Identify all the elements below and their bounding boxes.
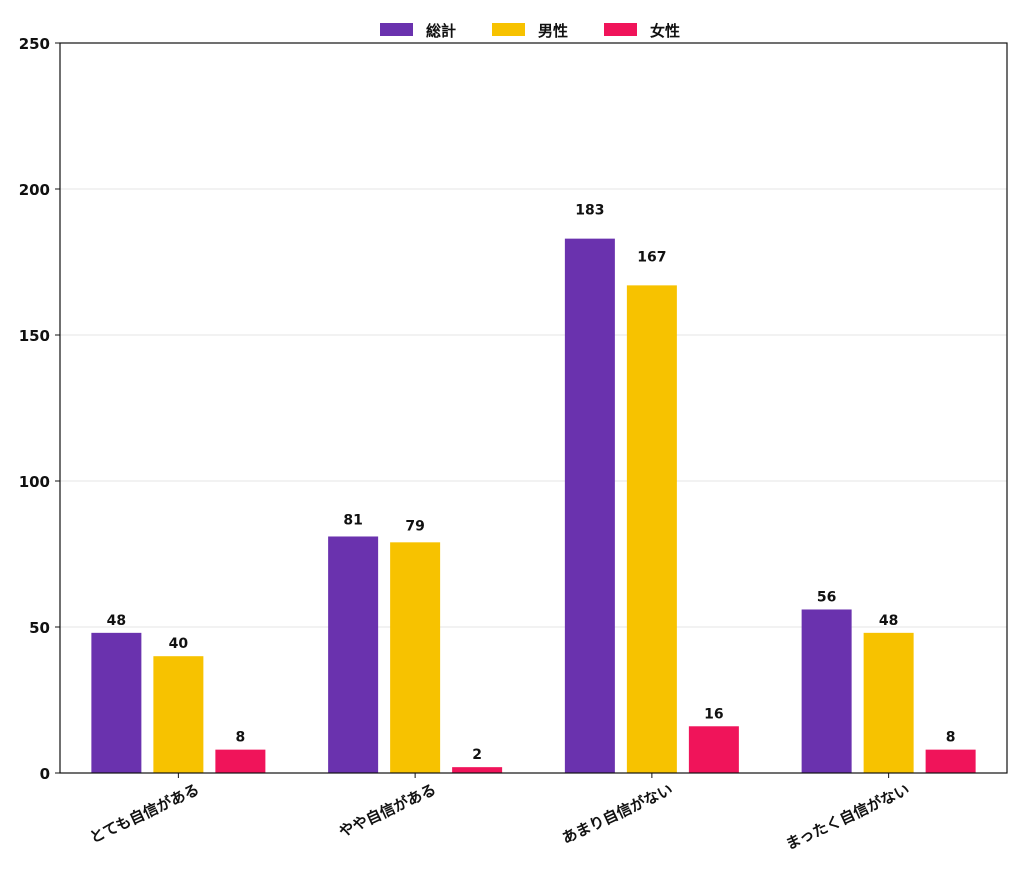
bar-2-2: [688, 726, 739, 773]
legend-swatch-1: [492, 23, 525, 36]
legend-swatch-2: [604, 23, 637, 36]
value-label-2-0: 183: [575, 203, 604, 219]
value-label-2-1: 167: [637, 249, 666, 265]
y-tick-label-4: 200: [19, 181, 50, 199]
y-tick-label-3: 150: [19, 327, 50, 345]
value-label-3-0: 56: [817, 589, 836, 605]
category-label-3: まったく自信がない: [783, 780, 912, 853]
plot-frame: [59, 42, 1008, 774]
bar-0-2: [215, 749, 266, 773]
legend-label-0: 総計: [426, 22, 456, 40]
bar-1-1: [390, 542, 441, 773]
value-label-0-1: 40: [169, 636, 189, 652]
y-tick-label-2: 100: [19, 473, 50, 491]
legend-swatch-0: [380, 23, 413, 36]
value-label-1-0: 81: [343, 512, 362, 528]
value-label-3-1: 48: [879, 613, 898, 629]
bar-3-2: [925, 749, 976, 773]
bar-1-2: [452, 767, 503, 773]
bar-2-1: [626, 285, 677, 773]
bar-3-1: [863, 632, 914, 773]
bar-1-0: [328, 536, 379, 773]
y-tick-label-5: 250: [19, 35, 50, 53]
category-label-0: とても自信がある: [87, 780, 202, 847]
legend-label-1: 男性: [538, 22, 568, 40]
category-label-1: やや自信がある: [336, 780, 439, 841]
y-tick-label-0: 0: [40, 765, 50, 783]
value-label-2-2: 16: [704, 706, 723, 722]
y-tick-label-1: 50: [29, 619, 50, 637]
bar-0-1: [153, 656, 204, 773]
bar-0-0: [91, 632, 142, 773]
value-label-3-2: 8: [946, 730, 956, 746]
value-label-0-0: 48: [107, 613, 126, 629]
legend-label-2: 女性: [650, 22, 680, 40]
category-label-2: あまり自信がない: [559, 780, 675, 847]
value-label-1-2: 2: [472, 747, 482, 763]
bar-3-0: [801, 609, 852, 773]
bar-2-0: [564, 238, 615, 773]
value-label-0-2: 8: [236, 730, 246, 746]
value-label-1-1: 79: [405, 518, 424, 534]
